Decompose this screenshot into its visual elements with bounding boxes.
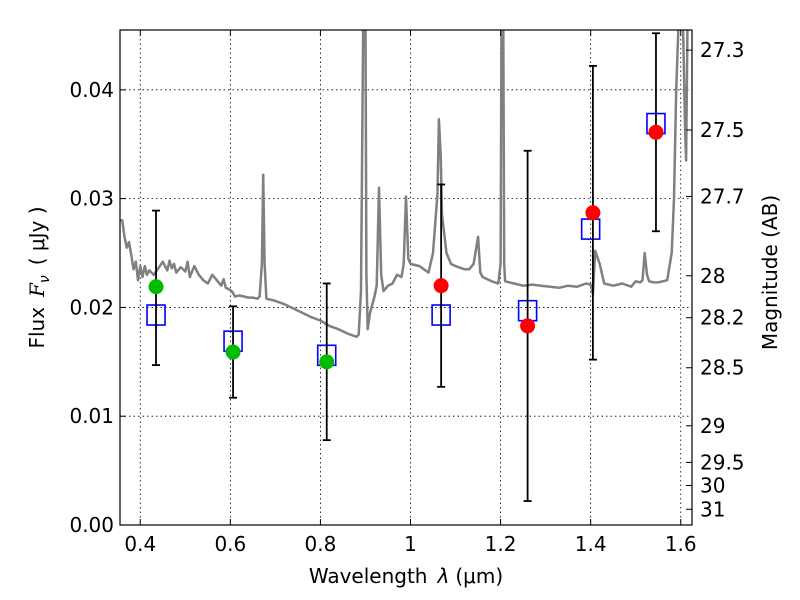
y-tick-label: 0.03 [69, 187, 114, 211]
y-tick-label: 0.02 [69, 295, 114, 319]
x-tick-label: 1.6 [665, 532, 697, 556]
sed-model-line [120, 30, 689, 339]
y-tick-label: 0.00 [69, 513, 114, 537]
x-axis-label-symbol: λ [437, 564, 450, 588]
y2-tick-label: 30 [700, 474, 725, 498]
y2-tick-label: 29.5 [700, 450, 745, 474]
y-tick-label: 0.01 [69, 404, 114, 428]
grid-lines [120, 30, 692, 525]
y2-tick-label: 28 [700, 264, 725, 288]
y2-tick-label: 29 [700, 414, 725, 438]
x-tick-label: 0.8 [305, 532, 337, 556]
y-axis-label: Flux Fν ( μJy ) [25, 206, 53, 348]
y2-tick-label: 28.2 [700, 306, 745, 330]
y-axis-label-subscript: ν [37, 275, 53, 283]
marker-layer [146, 32, 666, 502]
y-axis-label-unit: ( μJy ) [25, 206, 49, 265]
y2-tick-label: 28.5 [700, 356, 745, 380]
measured-flux-point [148, 279, 164, 295]
measured-flux-point [433, 278, 449, 294]
measured-flux-point [520, 318, 536, 334]
data-layer [120, 30, 689, 339]
measured-flux-point [319, 354, 335, 370]
measured-flux-point [225, 344, 241, 360]
x-axis-label-text: Wavelength [309, 564, 428, 588]
y-axis-label-text: Flux [25, 307, 49, 349]
y-tick-label: 0.04 [69, 78, 114, 102]
x-axis-label-unit: (μm) [455, 564, 503, 588]
x-tick-label: 1.2 [485, 532, 517, 556]
plot-frame [119, 29, 693, 526]
y2-tick-label: 27.5 [700, 118, 745, 142]
y2-tick-label: 27.7 [700, 184, 745, 208]
measured-flux-point [585, 205, 601, 221]
tick-marks: 0.4 0.6 0.8 1 1.2 1.4 1.6 0.00 0.01 0.02 0.03 0.04 2… [69, 30, 745, 556]
x-tick-label: 1.4 [575, 532, 607, 556]
x-tick-label: 1 [404, 532, 417, 556]
x-tick-label: 0.6 [214, 532, 246, 556]
measured-flux-point [648, 124, 664, 140]
y2-axis-label: Magnitude (AB) [758, 195, 782, 350]
y2-tick-label: 27.3 [700, 38, 745, 62]
x-axis-label: Wavelength λ (μm) [309, 564, 503, 588]
x-tick-label: 0.4 [124, 532, 156, 556]
y2-tick-label: 31 [700, 497, 725, 521]
y-axis-label-symbol: F [25, 282, 49, 298]
